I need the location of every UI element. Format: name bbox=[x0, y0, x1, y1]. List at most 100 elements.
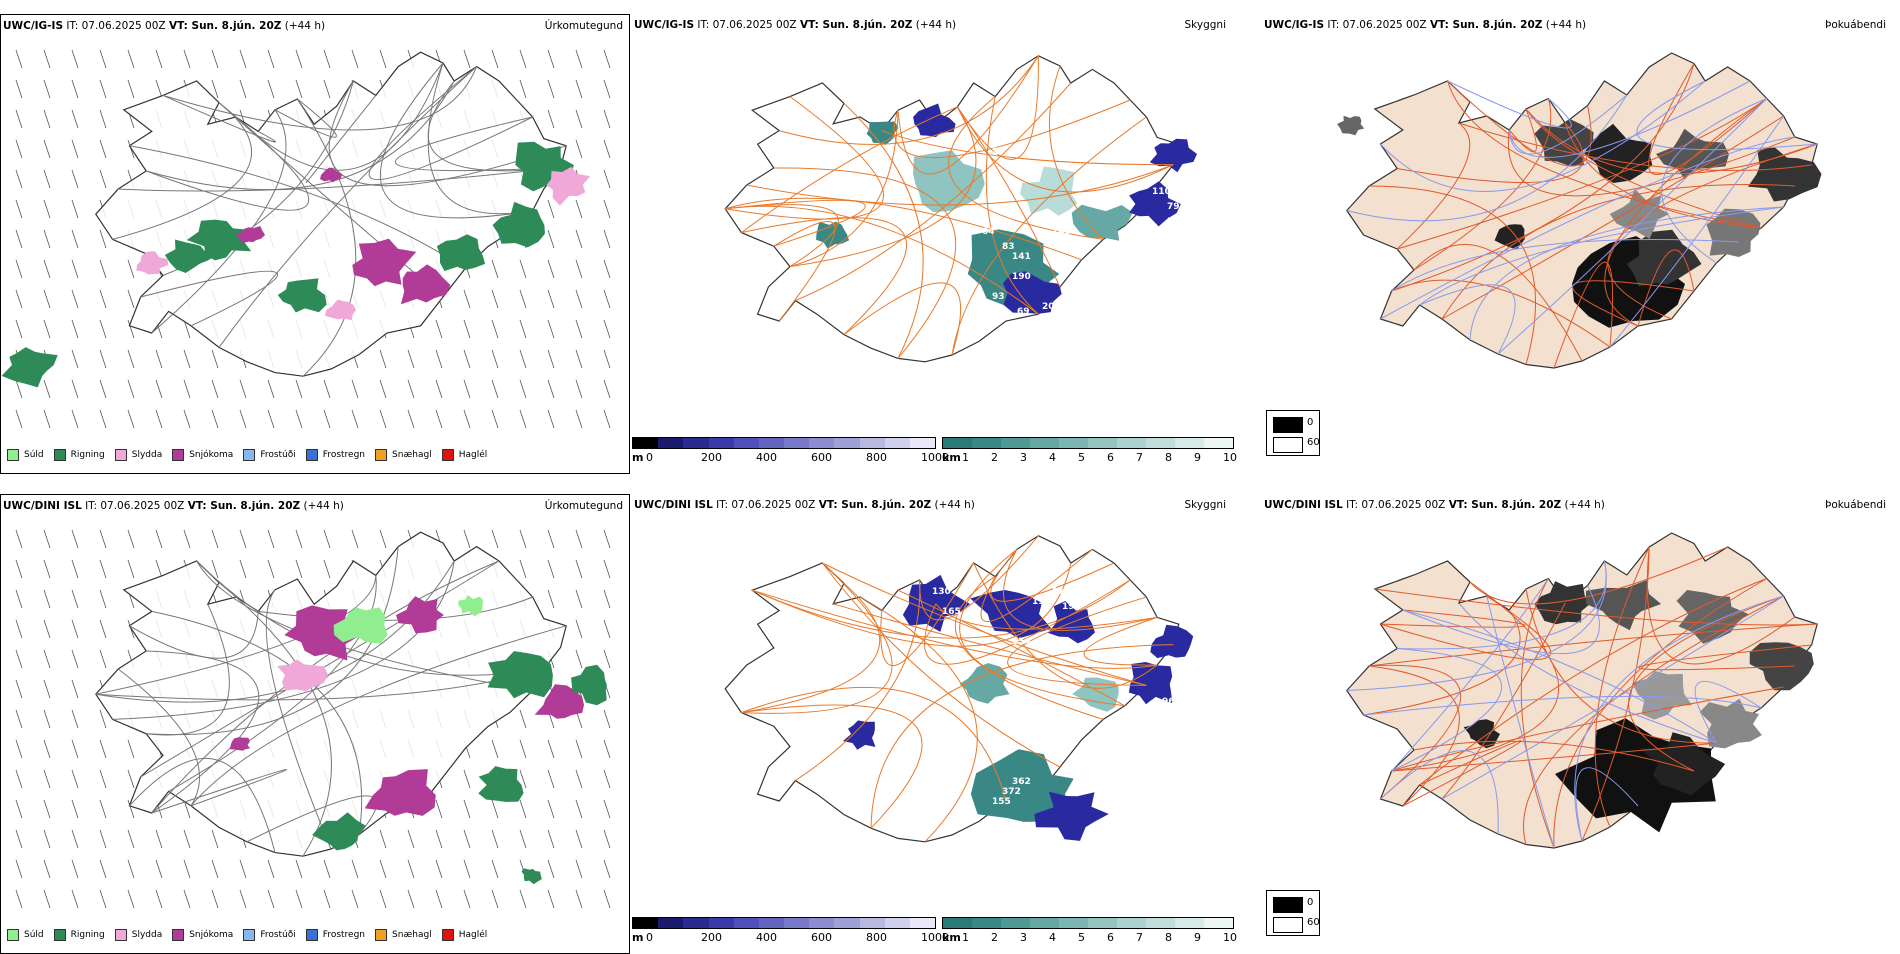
wind-barb bbox=[71, 409, 79, 429]
precip-area bbox=[478, 766, 524, 802]
init-time: IT: 07.06.2025 00Z bbox=[1324, 19, 1430, 31]
road-line bbox=[1413, 98, 1552, 271]
wind-barb bbox=[99, 859, 107, 879]
wind-barb bbox=[43, 529, 51, 549]
lead-time: (+44 h) bbox=[1561, 499, 1605, 511]
wind-barb bbox=[407, 829, 415, 849]
wind-barb bbox=[99, 49, 107, 69]
road-line bbox=[118, 166, 561, 192]
init-time: IT: 07.06.2025 00Z bbox=[694, 19, 800, 31]
road-line bbox=[1391, 63, 1695, 292]
colorbar-segment bbox=[683, 438, 709, 448]
legend-swatch bbox=[243, 449, 256, 461]
precip-area bbox=[534, 684, 584, 719]
wind-barb bbox=[575, 889, 583, 909]
wind-barb bbox=[603, 49, 611, 69]
wind-barb bbox=[463, 829, 471, 849]
river-line bbox=[1441, 595, 1784, 800]
wind-barb bbox=[267, 889, 275, 909]
legend-swatch bbox=[7, 449, 19, 461]
colorbar-segment bbox=[1030, 438, 1059, 448]
wind-barb bbox=[575, 619, 583, 639]
wind-barb bbox=[211, 859, 219, 879]
init-time: IT: 07.06.2025 00Z bbox=[1342, 499, 1449, 511]
wind-barb bbox=[127, 289, 135, 309]
valid-time: VT: Sun. 8.jún. 20Z bbox=[187, 500, 301, 512]
height-tick: 200 bbox=[701, 931, 722, 944]
road-line bbox=[146, 102, 310, 211]
colorbar-segment bbox=[1001, 438, 1030, 448]
fog-area bbox=[1640, 732, 1726, 796]
road-line bbox=[218, 582, 332, 857]
colorbar-segment bbox=[1146, 438, 1175, 448]
wind-barb bbox=[547, 889, 555, 909]
precip-area bbox=[136, 251, 169, 275]
colorbar-segment bbox=[909, 438, 936, 448]
visibility-colorbar bbox=[942, 917, 1234, 929]
wind-barb bbox=[603, 409, 611, 429]
wind-barb bbox=[155, 79, 163, 99]
river-line bbox=[1419, 206, 1784, 306]
legend-swatch bbox=[172, 929, 185, 941]
fog-legend-swatch bbox=[1273, 917, 1303, 933]
model-name: UWC/IG-IS bbox=[1264, 19, 1325, 31]
precip-area bbox=[352, 238, 417, 287]
legend-label: Súld bbox=[24, 930, 44, 940]
legend-item: Snæhagl bbox=[375, 449, 432, 461]
wind-barb bbox=[211, 889, 219, 909]
road-line bbox=[881, 130, 1174, 166]
wind-barb bbox=[323, 889, 331, 909]
road-line bbox=[427, 62, 533, 215]
fog-map bbox=[1346, 532, 1818, 849]
wind-barb bbox=[183, 349, 191, 369]
wind-barb bbox=[43, 829, 51, 849]
wind-barb bbox=[519, 709, 527, 729]
wind-barb bbox=[43, 289, 51, 309]
road-line bbox=[752, 562, 1072, 647]
wind-barb bbox=[379, 529, 387, 549]
legend-label: Snæhagl bbox=[392, 450, 432, 460]
river-line bbox=[1380, 750, 1499, 835]
visibility-area bbox=[1129, 181, 1181, 227]
legend-swatch bbox=[53, 449, 66, 461]
visibility-area bbox=[843, 720, 876, 750]
visibility-value-label: 165 bbox=[942, 607, 961, 617]
visibility-value-label: 141 bbox=[1012, 252, 1031, 262]
wind-barb bbox=[407, 859, 415, 879]
wind-barb bbox=[547, 349, 555, 369]
visibility-area bbox=[1071, 204, 1133, 241]
road-line bbox=[1369, 664, 1462, 800]
fog-legend-label: 0 bbox=[1307, 897, 1314, 908]
colorbar-segment bbox=[943, 918, 972, 928]
wind-barb bbox=[71, 199, 79, 219]
wind-barb bbox=[575, 289, 583, 309]
height-tick: 1000 bbox=[921, 451, 949, 464]
river-line bbox=[1363, 695, 1762, 716]
wind-barb bbox=[183, 379, 191, 399]
road-line bbox=[880, 562, 975, 667]
colorbar-segment bbox=[658, 438, 684, 448]
height-tick: 800 bbox=[866, 451, 887, 464]
road-line bbox=[1413, 740, 1695, 772]
colorbar-segment bbox=[834, 438, 860, 448]
wind-barb bbox=[127, 529, 135, 549]
wind-barb bbox=[99, 589, 107, 609]
wind-barb bbox=[267, 859, 275, 879]
legend-label: Snjókoma bbox=[189, 930, 234, 940]
wind-barb bbox=[547, 229, 555, 249]
fog-legend-swatch bbox=[1273, 437, 1303, 453]
colorbar-segment bbox=[972, 438, 1001, 448]
valid-time: VT: Sun. 8.jún. 20Z bbox=[818, 499, 932, 511]
height-tick: 0 bbox=[646, 931, 653, 944]
wind-barb bbox=[71, 739, 79, 759]
legend-item: Snjókoma bbox=[172, 929, 233, 941]
wind-barb bbox=[603, 139, 611, 159]
visibility-area bbox=[1034, 791, 1109, 841]
legend-swatch bbox=[172, 449, 185, 461]
visibility-area bbox=[1020, 166, 1078, 216]
legend-label: Snjókoma bbox=[189, 450, 234, 460]
wind-barb bbox=[99, 229, 107, 249]
wind-barb bbox=[547, 79, 555, 99]
wind-barb bbox=[519, 769, 527, 789]
